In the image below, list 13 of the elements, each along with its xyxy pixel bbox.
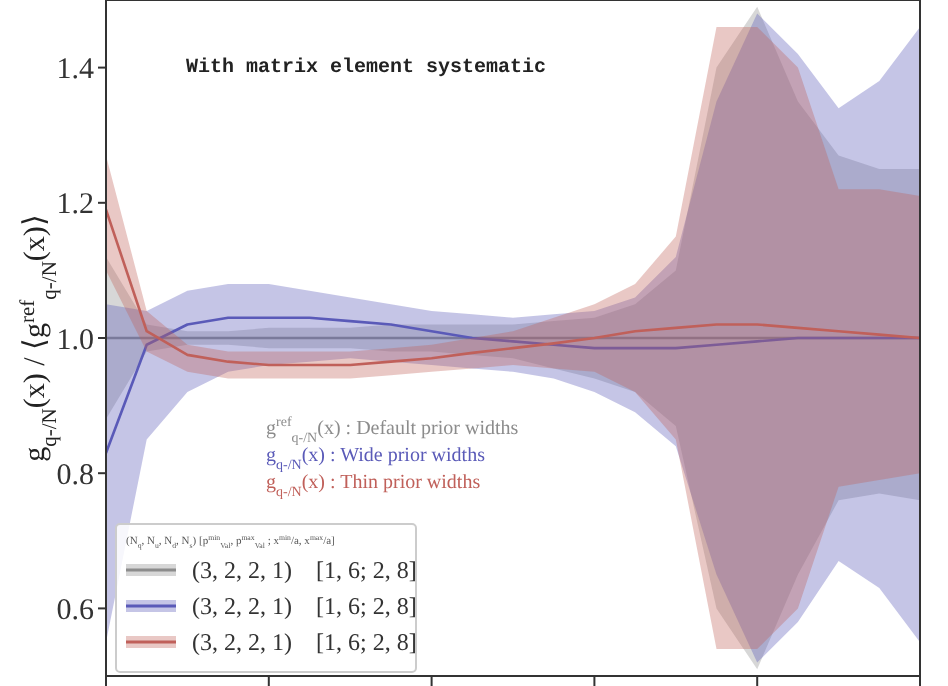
y-tick-label: 1.4 — [56, 54, 95, 87]
y-tick-label: 1.2 — [56, 189, 94, 222]
y-tick-label: 0.6 — [56, 594, 95, 627]
y-tick-label: 0.8 — [56, 459, 94, 492]
legend-label: (3, 2, 2, 1) [1, 6; 2, 8] — [192, 556, 417, 584]
annotation: With matrix element systematic — [186, 56, 547, 80]
legend-label: (3, 2, 2, 1) [1, 6; 2, 8] — [192, 592, 417, 620]
y-tick-label: 1.0 — [56, 324, 94, 357]
annotation: g$_{q-/N}$(x) : Thin prior widths — [266, 472, 481, 500]
annotation: g$^{ref}$$_{q-/N}$(x) : Default prior widths — [266, 414, 519, 446]
annotation: g$_{q-/N}$(x) : Wide prior widths — [266, 445, 486, 473]
legend-label: (3, 2, 2, 1) [1, 6; 2, 8] — [192, 628, 417, 656]
line-series — [106, 208, 920, 367]
